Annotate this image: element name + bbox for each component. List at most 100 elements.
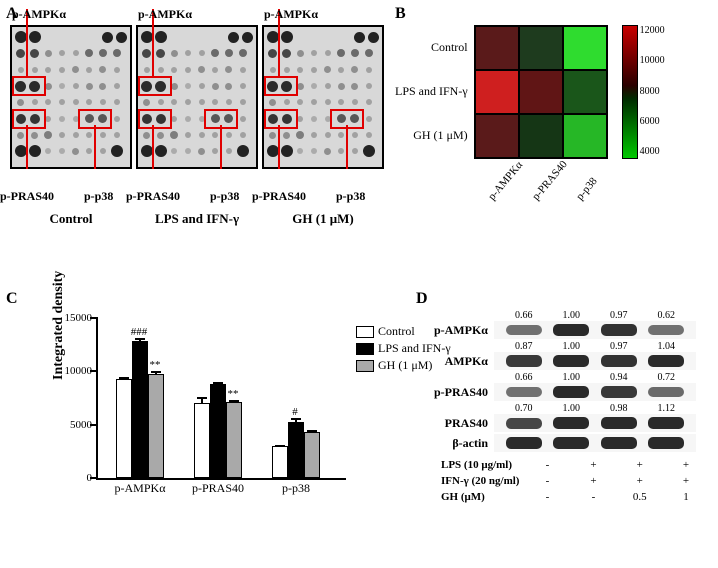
- treatment-value: +: [571, 458, 615, 472]
- ytick-label: 15000: [56, 312, 92, 324]
- blot-band: [553, 355, 589, 367]
- heatmap-row-label: Control: [395, 40, 468, 55]
- heatmap-grid: [474, 25, 608, 159]
- heatmap-row-label: GH (1 μM): [395, 128, 468, 143]
- blot-quant: 0.66: [515, 310, 533, 321]
- blot-band: [601, 386, 637, 398]
- treatment-value: 1: [664, 490, 708, 504]
- chart-bar: [148, 374, 164, 478]
- array-bottom-label: p-PRAS40: [0, 189, 54, 204]
- heatmap-cell: [519, 114, 563, 158]
- heatmap-row-labels: Control LPS and IFN-γ GH (1 μM): [395, 25, 474, 157]
- blot-strip: [494, 434, 696, 452]
- heatmap-cell: [475, 26, 519, 70]
- blot-label: p-PRAS40: [420, 385, 488, 400]
- xtick-label: p-PRAS40: [192, 481, 244, 496]
- heatmap-cell: [475, 70, 519, 114]
- heatmap-cell: [519, 70, 563, 114]
- chart-bar: [210, 384, 226, 478]
- significance-marker: #: [292, 406, 298, 418]
- treatment-value: -: [525, 458, 569, 472]
- antibody-array: p-AMPKαp-PRAS40p-p38LPS and IFN-γ: [136, 25, 258, 227]
- heatmap-wrap: Control LPS and IFN-γ GH (1 μM) p-AMPKαp-P…: [395, 25, 705, 175]
- blot-quant: 1.00: [563, 341, 581, 352]
- panel-c-label: C: [6, 290, 18, 308]
- significance-marker: **: [228, 388, 239, 400]
- blot-band: [506, 387, 542, 397]
- array-bottom-label: p-p38: [84, 189, 113, 204]
- blot-label: AMPKα: [420, 354, 488, 369]
- array-bottom-label: p-PRAS40: [252, 189, 306, 204]
- blot-quant: 1.04: [658, 341, 676, 352]
- blot-quant: 0.97: [610, 341, 628, 352]
- blot-band: [553, 324, 589, 336]
- colorbar-tick: 4000: [640, 146, 665, 157]
- blot-quant: 1.12: [658, 403, 676, 414]
- blot-quant: 0.70: [515, 403, 533, 414]
- treatment-value: -: [571, 490, 615, 504]
- blot-quant: 0.98: [610, 403, 628, 414]
- bar-chart-plot: 050001000015000###**p-AMPKα**p-PRAS40#p-…: [96, 318, 346, 480]
- blot-band: [601, 417, 637, 429]
- ytick-label: 10000: [56, 365, 92, 377]
- blot-band: [648, 325, 684, 335]
- legend-swatch: [356, 343, 374, 355]
- treatment-value: +: [617, 474, 661, 488]
- blot-quant-row: 0.871.000.971.04: [494, 341, 696, 352]
- ytick-label: 0: [56, 472, 92, 484]
- heatmap-colorbar-ticks: 1200010000800060004000: [640, 25, 665, 157]
- blot-quant: 0.72: [658, 372, 676, 383]
- chart-bar: [132, 341, 148, 478]
- treatment-value: -: [525, 490, 569, 504]
- treatment-value: -: [525, 474, 569, 488]
- blot-quant-row: 0.661.000.970.62: [494, 310, 696, 321]
- blot-band: [601, 355, 637, 367]
- array-caption: Control: [10, 211, 132, 227]
- treatment-value: +: [664, 474, 708, 488]
- chart-bar: [226, 402, 242, 478]
- blot-quant-row: 0.66 1.00 0.94 0.72: [494, 372, 696, 383]
- array-bottom-label: p-PRAS40: [126, 189, 180, 204]
- treatment-value: 0.5: [617, 490, 661, 504]
- panel-d-label: D: [416, 290, 428, 308]
- legend-swatch: [356, 360, 374, 372]
- blot-row: p-AMPKα: [420, 321, 710, 339]
- blot-quant-row: 0.701.000.981.12: [494, 403, 696, 414]
- colorbar-tick: 6000: [640, 116, 665, 127]
- blot-quant: 1.00: [563, 372, 581, 383]
- xtick-label: p-AMPKα: [115, 481, 166, 496]
- blot-band: [506, 437, 542, 449]
- panel-b: B Control LPS and IFN-γ GH (1 μM) p-AMPKαp…: [395, 5, 705, 175]
- array-top-label: p-AMPKα: [138, 7, 192, 22]
- ytick-label: 5000: [56, 419, 92, 431]
- blot-row: p-PRAS40: [420, 383, 710, 401]
- panel-b-label: B: [395, 5, 406, 23]
- blot-band: [648, 387, 684, 397]
- blot-band: [648, 417, 684, 429]
- legend-label: Control: [378, 324, 415, 339]
- chart-bar: [116, 379, 132, 478]
- heatmap-col-label: p-PRAS40: [530, 161, 567, 202]
- blot-band: [648, 355, 684, 367]
- panel-d: D 0.661.000.970.62p-AMPKα0.871.000.971.0…: [420, 290, 710, 506]
- blot-quant: 0.66: [515, 372, 533, 383]
- blot-quant: 0.97: [610, 310, 628, 321]
- heatmap-colorbar: [622, 25, 638, 159]
- blot-band: [506, 418, 542, 429]
- blot-strip: [494, 383, 696, 401]
- significance-marker: **: [150, 359, 161, 371]
- heatmap-col-labels: p-AMPKαp-PRAS40p-p38: [474, 163, 608, 175]
- blot-quant: 0.94: [610, 372, 628, 383]
- chart-bar: [288, 422, 304, 478]
- blot-strip: [494, 414, 696, 432]
- treatment-value: +: [664, 458, 708, 472]
- array-top-label: p-AMPKα: [12, 7, 66, 22]
- colorbar-tick: 8000: [640, 86, 665, 97]
- array-bottom-label: p-p38: [336, 189, 365, 204]
- xtick-label: p-p38: [282, 481, 310, 496]
- heatmap-col-label: p-AMPKα: [486, 161, 523, 202]
- heatmap-row-label: LPS and IFN-γ: [395, 84, 468, 99]
- bar-chart: Integrated density 050001000015000###**p…: [56, 310, 356, 500]
- antibody-arrays: p-AMPKαp-PRAS40p-p38Controlp-AMPKαp-PRAS…: [10, 25, 380, 227]
- heatmap-cell: [475, 114, 519, 158]
